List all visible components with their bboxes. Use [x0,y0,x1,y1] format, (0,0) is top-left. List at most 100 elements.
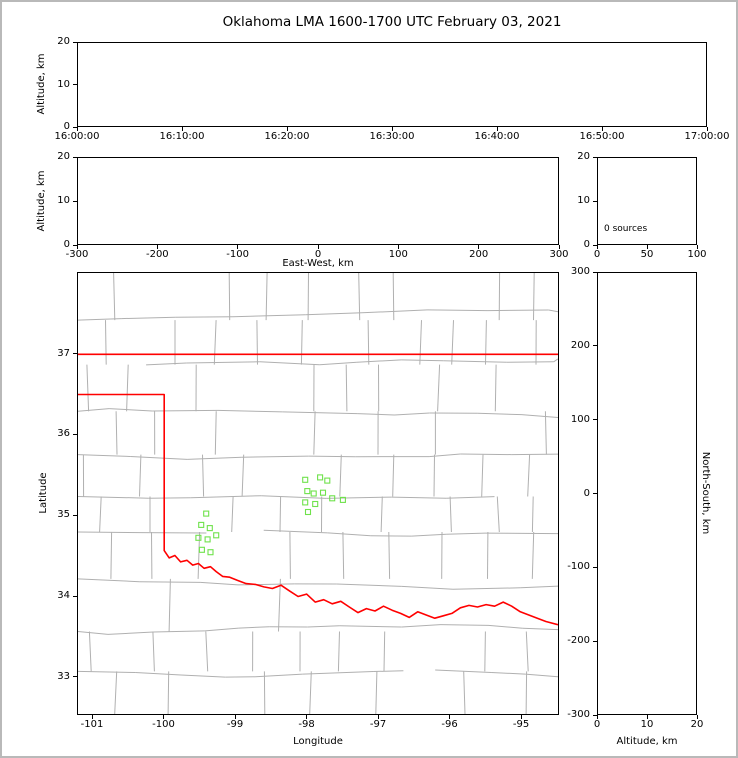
tick-label: 0 [583,239,590,250]
tick-label: 16:10:00 [159,131,205,142]
lma-station-marker [319,489,327,496]
tick-label: 36 [57,428,70,440]
lma-station-marker [324,477,331,484]
tick-mark [520,715,522,719]
lma-station-marker [317,474,324,481]
tick-label: 10 [577,195,590,206]
tick-mark [73,514,77,516]
tick-mark [73,595,77,597]
tick-label: -100 [226,249,249,260]
ew-height-xlabel: East-West, km [282,258,354,269]
tick-mark [593,493,597,494]
tick-label: 37 [57,347,70,359]
tick-mark [377,715,379,719]
lma-station-marker [329,495,336,502]
tick-label: 300 [570,266,590,277]
tick-label: 0 [583,487,590,499]
tick-label: -300 [65,249,89,260]
tick-label: 10 [57,78,70,90]
panel-eastwest-height [77,157,559,245]
tick-mark [593,345,597,347]
lma-station-marker [203,510,210,517]
figure-title: Oklahoma LMA 1600-1700 UTC February 03, … [222,14,562,30]
lma-station-marker [312,500,319,508]
tick-mark [181,127,183,131]
lma-station-marker [213,532,220,539]
tick-mark [558,245,560,249]
tick-label: -99 [226,719,244,730]
lma-station-marker [198,521,205,528]
tick-mark [317,245,319,249]
tick-mark [593,200,597,202]
tick-label: 16:30:00 [369,131,415,142]
tick-mark [306,715,308,719]
tick-label: 200 [469,249,489,260]
plan-view-ylabel: Latitude [38,472,49,514]
tick-label: -100 [567,561,590,573]
tick-label: -200 [145,249,169,260]
lma-station-marker [195,534,202,541]
lma-station-marker [206,525,213,532]
tick-label: 20 [577,151,590,162]
lma-station-marker [207,549,214,556]
tick-label: 16:00:00 [54,131,100,142]
tick-label: 20 [57,36,70,47]
tick-mark [397,245,399,249]
tick-label: 20 [57,151,70,162]
lma-station-marker [339,496,346,503]
lma-stations [195,474,346,556]
source-count-annotation: 0 sources [604,224,648,234]
tick-label: 100 [570,413,590,425]
tick-mark [91,715,93,719]
tick-mark [286,127,288,131]
tick-mark [696,715,698,719]
tick-mark [237,245,239,249]
tick-label: 0 [593,719,601,730]
tick-mark [73,84,77,85]
tick-mark [449,715,451,719]
lma-station-marker [304,508,312,516]
tick-label: -97 [369,719,387,730]
tick-label: -200 [567,635,590,647]
tick-label: 0 [63,239,70,250]
tick-label: 300 [549,249,569,260]
tick-mark [73,353,77,355]
tick-mark [234,715,236,719]
tick-mark [73,126,77,128]
tick-label: 10 [640,719,654,730]
tick-mark [601,127,603,131]
tick-mark [496,127,498,131]
tick-mark [391,127,393,131]
tick-mark [593,566,597,568]
tick-mark [478,245,480,249]
lma-station-marker [204,536,211,543]
tick-label: -300 [567,709,590,720]
tick-mark [73,200,77,202]
tick-mark [73,676,77,678]
tick-mark [706,127,708,131]
lma-station-marker [304,488,311,495]
tick-mark [696,245,698,249]
plan-view-xlabel: Longitude [293,736,343,747]
lma-station-marker [302,499,309,506]
tick-mark [73,156,77,158]
tick-label: 0 [63,121,70,132]
tick-mark [596,715,598,719]
tick-label: 33 [57,670,70,682]
panel-plan-view-map [77,272,559,715]
tick-label: -98 [298,719,315,730]
tick-label: 50 [640,249,654,260]
tick-label: 100 [388,249,408,260]
tick-label: -96 [441,719,458,730]
tick-label: 16:20:00 [264,131,310,142]
tick-mark [593,271,597,273]
tick-mark [596,245,598,249]
tick-mark [593,156,597,158]
tick-mark [593,419,597,421]
panel-time-height [77,42,707,127]
tick-label: 16:50:00 [579,131,625,142]
tick-label: 34 [57,590,70,602]
tick-mark [593,714,597,716]
tick-mark [156,245,158,249]
tick-label: -101 [80,719,104,730]
